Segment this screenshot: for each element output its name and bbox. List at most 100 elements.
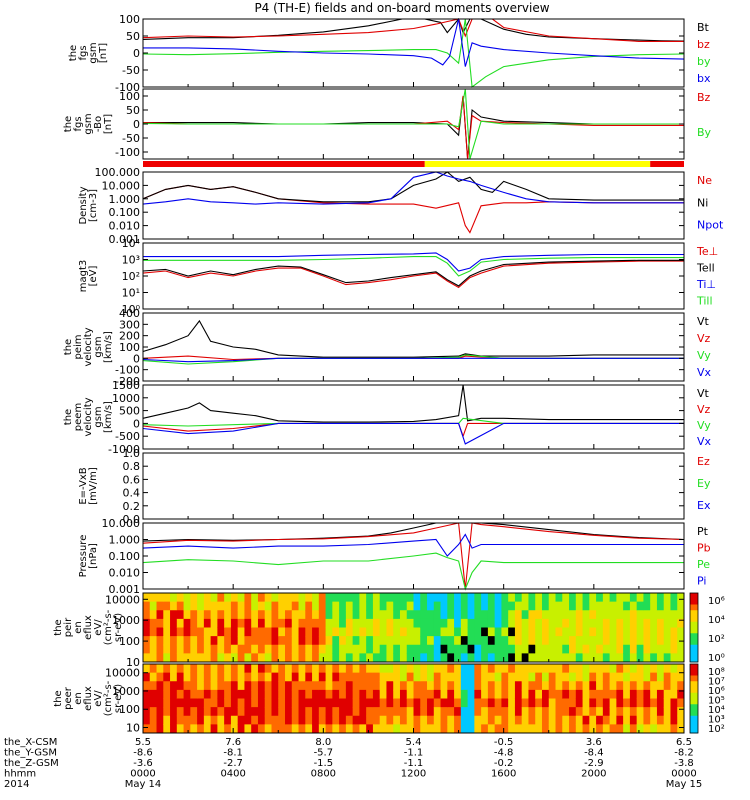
spectrogram-cell xyxy=(203,681,212,691)
colorbar-step xyxy=(690,710,698,717)
spectrogram-cell xyxy=(548,618,557,628)
series-line-ti xyxy=(143,252,684,272)
spectrogram-cell xyxy=(406,627,414,637)
spectrogram-cell xyxy=(413,724,421,734)
spectrogram-cell xyxy=(170,664,178,674)
spectrogram-cell xyxy=(332,689,340,699)
spectrogram-cell xyxy=(190,689,198,699)
y-tick-label: 1.0 xyxy=(123,447,141,460)
colorbar-step xyxy=(690,656,698,663)
spectrogram-cell xyxy=(224,698,232,708)
spectrogram-cell xyxy=(325,681,333,691)
spectrogram-cell xyxy=(325,664,333,674)
spectrogram-cell xyxy=(596,644,604,654)
spectrogram-cell xyxy=(636,672,644,682)
x-axis-ticks xyxy=(142,514,685,519)
spectrogram-cell xyxy=(670,618,678,628)
spectrogram-cell xyxy=(650,644,658,654)
spectrogram-cell xyxy=(163,644,171,654)
colorbar-frame xyxy=(689,663,699,734)
spectrogram-cell xyxy=(386,593,394,603)
spectrogram-cell xyxy=(312,601,320,611)
spectrogram-cell xyxy=(224,681,232,691)
spectrogram-cell xyxy=(623,715,631,725)
series-group xyxy=(142,384,684,445)
status-bar-segment xyxy=(424,161,651,167)
spectrogram-cell xyxy=(494,610,502,620)
spectrogram-cell xyxy=(291,698,300,708)
spectrogram-cell xyxy=(399,653,408,663)
spectrogram-cell xyxy=(291,610,300,620)
spectrogram-cell xyxy=(149,715,158,725)
spectrogram-cell xyxy=(569,672,577,682)
spectrogram-cell xyxy=(237,698,245,708)
spectrogram-cell xyxy=(548,724,557,734)
spectrogram-cell xyxy=(670,698,678,708)
spectrogram-cell xyxy=(325,593,333,603)
spectrogram-cell xyxy=(271,707,279,717)
y-tick-label: 50 xyxy=(126,104,140,117)
spectrogram-cell xyxy=(298,715,306,725)
y-axis-label-line: peim xyxy=(73,334,84,359)
spectrogram-cell xyxy=(555,698,563,708)
spectrogram-cell xyxy=(393,672,401,682)
spectrogram-cell xyxy=(548,672,557,682)
spectrogram-cell xyxy=(433,653,442,663)
spectrogram-cell xyxy=(278,636,286,646)
spectrogram-cell xyxy=(596,618,604,628)
spectrogram-cell xyxy=(420,664,428,674)
spectrogram-cell xyxy=(623,681,631,691)
spectrogram-cell xyxy=(224,664,232,674)
spectrogram-cell xyxy=(264,724,272,734)
spectrogram-cell xyxy=(643,636,651,646)
spectrogram-cell xyxy=(589,627,597,637)
spectrogram-cell xyxy=(602,610,611,620)
spectrogram-cell xyxy=(643,689,651,699)
spectrogram-cell xyxy=(555,618,563,628)
spectrogram-cell xyxy=(170,672,178,682)
spectrogram-cell xyxy=(413,672,421,682)
spectrogram-cell xyxy=(623,707,631,717)
spectrogram-cell xyxy=(217,689,225,699)
spectrogram-cell xyxy=(413,689,421,699)
spectrogram-cell xyxy=(541,698,550,708)
spectrogram-cell xyxy=(555,644,563,654)
spectrogram-cell xyxy=(569,644,577,654)
spectrogram-cell xyxy=(237,707,245,717)
spectrogram-cell xyxy=(285,601,293,611)
spectrogram-cell xyxy=(447,672,455,682)
spectrogram-cell xyxy=(278,601,286,611)
spectrogram-cell xyxy=(467,644,475,654)
spectrogram-cell xyxy=(291,618,300,628)
spectrogram-cell xyxy=(366,715,374,725)
spectrogram-cell xyxy=(156,627,164,637)
y-axis-label-line: the xyxy=(63,339,74,355)
spectrogram-cell xyxy=(203,618,212,628)
spectrogram-cell xyxy=(569,689,577,699)
spectrogram-cell xyxy=(420,653,428,663)
spectrogram-cell xyxy=(555,653,563,663)
y-axis-label: Density [cm-3] xyxy=(78,186,99,224)
spectrogram-cell xyxy=(197,618,205,628)
spectrogram-cell xyxy=(197,689,205,699)
spectrogram-cell xyxy=(582,601,590,611)
y-tick-label: 10.000 xyxy=(102,179,141,192)
spectrogram-cell xyxy=(325,644,333,654)
spectrogram-cell xyxy=(183,724,191,734)
spectrogram-cell xyxy=(224,636,232,646)
spectrogram-cell xyxy=(413,627,421,637)
spectrogram-cell xyxy=(312,672,320,682)
legend-entry: Pt xyxy=(697,525,709,538)
spectrogram-cell xyxy=(663,689,671,699)
spectrogram-cell xyxy=(656,618,665,628)
spectrogram-cell xyxy=(197,627,205,637)
legend-entry: by xyxy=(697,55,711,68)
spectrogram-cell xyxy=(217,627,225,637)
y-axis-label-line: peir xyxy=(63,617,74,637)
spectrogram-cell xyxy=(305,715,313,725)
spectrogram-cell xyxy=(447,715,455,725)
spectrogram-cell xyxy=(575,618,584,628)
spectrogram-cell xyxy=(399,707,408,717)
spectrogram-cell xyxy=(677,681,685,691)
spectrogram-cell xyxy=(582,724,590,734)
